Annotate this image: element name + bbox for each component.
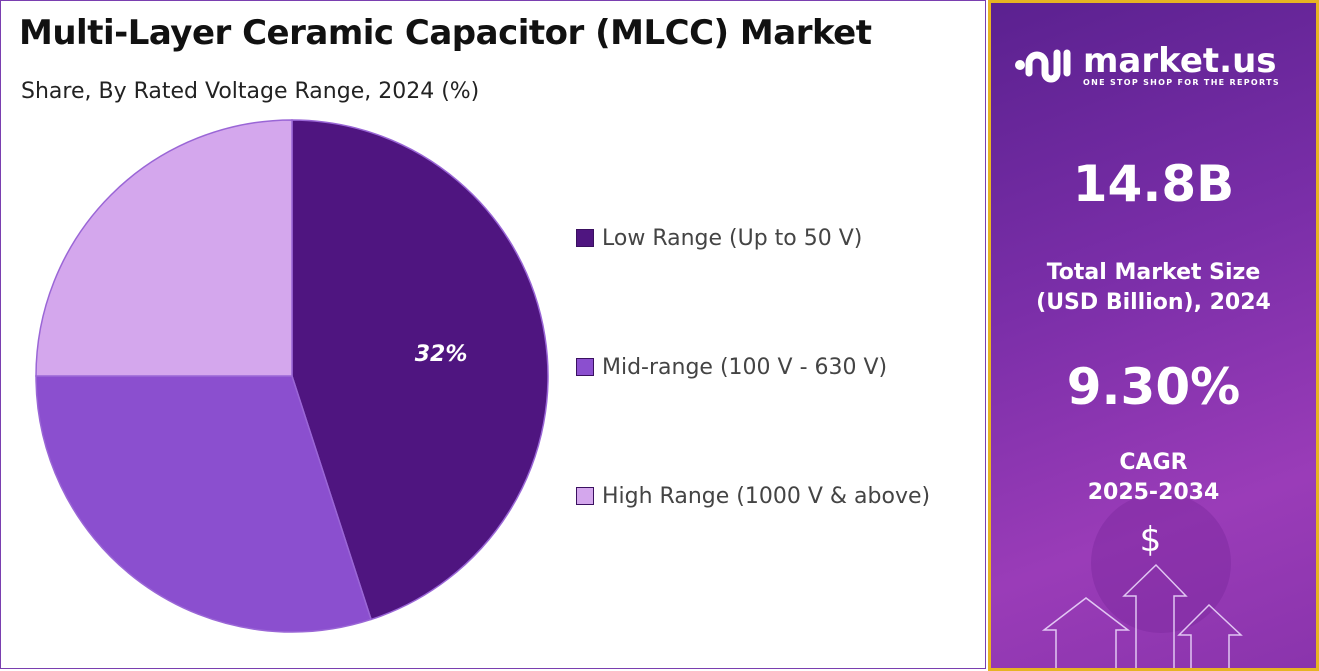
brand-tagline: ONE STOP SHOP FOR THE REPORTS (1083, 77, 1280, 87)
legend-label: Low Range (Up to 50 V) (602, 225, 863, 251)
chart-subtitle: Share, By Rated Voltage Range, 2024 (%) (21, 79, 480, 104)
legend-item: High Range (1000 V & above) (576, 481, 930, 511)
legend-swatch (576, 358, 594, 376)
brand-logo: market.us ONE STOP SHOP FOR THE REPORTS (1013, 43, 1280, 87)
pie-slice (35, 375, 373, 633)
brand-name: market.us (1083, 40, 1277, 81)
market-size-value: 14.8B (1072, 155, 1235, 213)
pie-chart: 32% (35, 119, 549, 633)
pie-slice (35, 119, 293, 377)
legend-item: Low Range (Up to 50 V) (576, 223, 930, 253)
pie-slice (291, 119, 549, 621)
cagr-value: 9.30% (1066, 358, 1241, 416)
cagr-label: CAGR (1119, 450, 1188, 475)
summary-panel: market.us ONE STOP SHOP FOR THE REPORTS … (988, 0, 1319, 671)
chart-panel: Multi-Layer Ceramic Capacitor (MLCC) Mar… (0, 0, 986, 669)
legend-label: High Range (1000 V & above) (602, 483, 931, 509)
cagr-period: 2025-2034 (1087, 480, 1220, 505)
legend-swatch (576, 487, 594, 505)
market-size-label: Total Market Size (1046, 260, 1261, 285)
data-label: 32% (415, 342, 468, 367)
logo-icon (1015, 49, 1071, 83)
arrows-decoration (1041, 493, 1243, 668)
chart-title: Multi-Layer Ceramic Capacitor (MLCC) Mar… (19, 13, 872, 53)
market-size-label-2: (USD Billion), 2024 (1036, 290, 1271, 315)
legend: Low Range (Up to 50 V) Mid-range (100 V … (576, 223, 930, 610)
dollar-icon: $ (1139, 520, 1162, 560)
legend-swatch (576, 229, 594, 247)
legend-item: Mid-range (100 V - 630 V) (576, 352, 930, 382)
legend-label: Mid-range (100 V - 630 V) (602, 354, 888, 380)
